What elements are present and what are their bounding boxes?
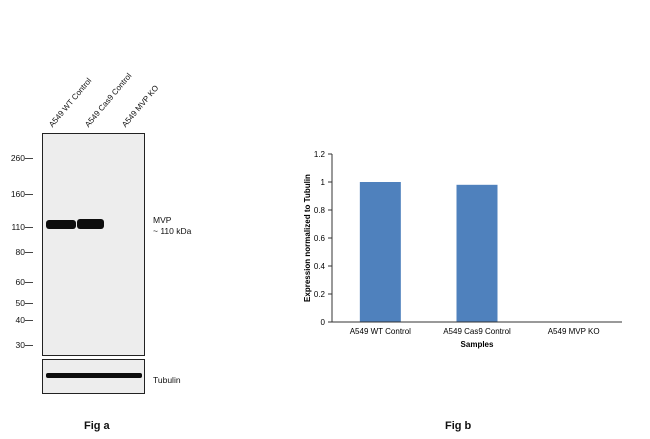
- x-tick-label: A549 WT Control: [350, 327, 411, 336]
- fig-b-caption: Fig b: [445, 420, 472, 432]
- mw-tick: [25, 320, 33, 321]
- mw-marker-260: 260: [10, 153, 25, 163]
- y-tick-label: 0.2: [314, 290, 326, 299]
- y-tick-label: 0.8: [314, 206, 326, 215]
- mvp-band-wt: [46, 220, 76, 229]
- mvp-band-cas9: [77, 219, 104, 229]
- y-tick-label: 0.6: [314, 234, 326, 243]
- mw-tick: [25, 227, 33, 228]
- target-name: MVP: [153, 215, 172, 225]
- x-tick-label: A549 Cas9 Control: [443, 327, 511, 336]
- y-tick-label: 1.2: [314, 150, 326, 159]
- blot-tubulin-panel: [42, 359, 145, 394]
- mw-tick: [25, 252, 33, 253]
- blot-main-panel: [42, 133, 145, 356]
- y-tick-label: 1: [321, 178, 326, 187]
- mw-marker-50: 50: [15, 298, 25, 308]
- tubulin-band: [46, 373, 142, 378]
- target-size: ~ 110 kDa: [153, 226, 192, 236]
- mw-tick: [25, 303, 33, 304]
- loading-control-label: Tubulin: [153, 375, 181, 385]
- mw-marker-60: 60: [15, 277, 25, 287]
- x-tick-label: A549 MVP KO: [548, 327, 600, 336]
- mw-marker-80: 80: [15, 247, 25, 257]
- bar-0: [359, 182, 401, 322]
- mw-tick: [25, 194, 33, 195]
- fig-a-caption: Fig a: [84, 420, 110, 432]
- mw-tick: [25, 158, 33, 159]
- y-tick-label: 0: [321, 318, 326, 327]
- mw-marker-30: 30: [15, 340, 25, 350]
- mw-tick: [25, 345, 33, 346]
- mw-marker-110: 110: [11, 222, 25, 232]
- mw-tick: [25, 282, 33, 283]
- bar-1: [456, 184, 498, 322]
- mw-marker-40: 40: [15, 315, 25, 325]
- mw-marker-160: 160: [10, 189, 25, 199]
- x-axis-label: Samples: [461, 340, 494, 349]
- y-axis-label: Expression normalized to Tubulin: [303, 174, 312, 302]
- y-tick-label: 0.4: [314, 262, 326, 271]
